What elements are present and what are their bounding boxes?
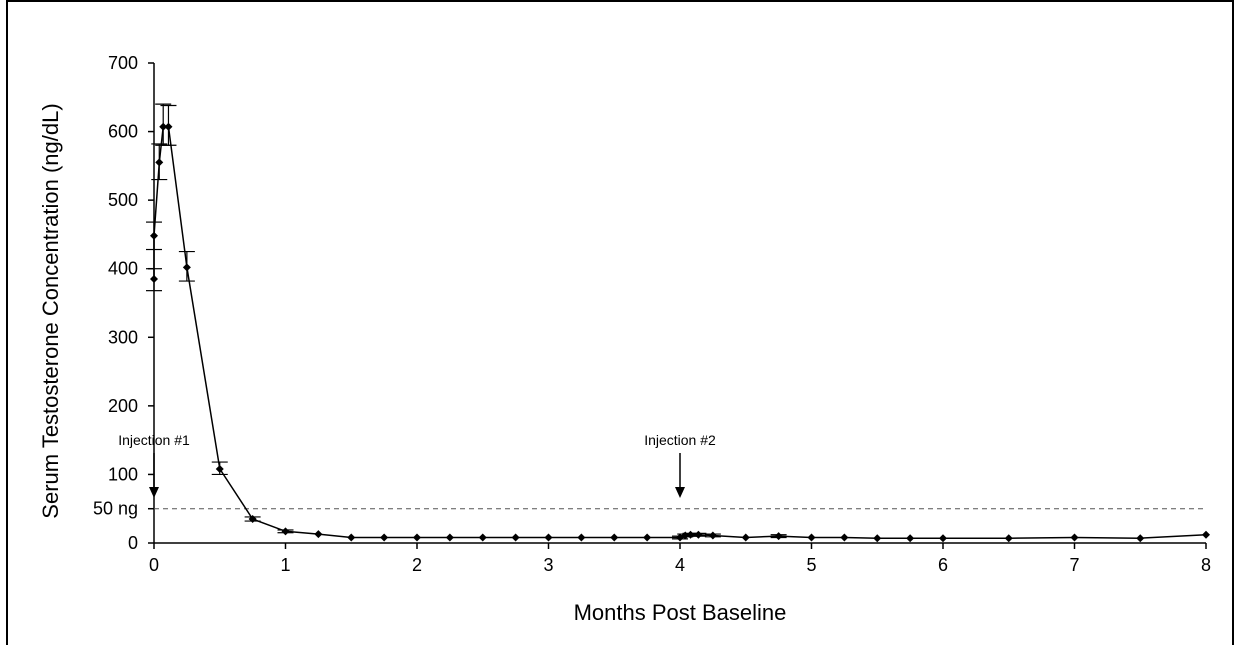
data-point [445,533,454,542]
reference-line-label: 50 ng [93,499,138,519]
x-tick-label: 6 [938,555,948,575]
data-point [314,530,323,539]
data-point [807,533,816,542]
x-tick-label: 0 [149,555,159,575]
injection-label: Injection #2 [644,432,716,448]
data-point [939,534,947,543]
data-point [380,533,389,542]
x-tick-label: 1 [280,555,290,575]
data-point [741,533,750,542]
x-tick-label: 2 [412,555,422,575]
data-point [840,533,849,542]
data-point [478,533,487,542]
data-point [873,534,882,543]
data-point [1004,534,1013,543]
y-tick-label: 700 [108,53,138,73]
data-point [1070,533,1079,542]
data-point [150,231,158,240]
data-point [577,533,586,542]
injection-arrow-head [149,487,159,498]
data-point [708,531,717,540]
y-tick-label: 100 [108,464,138,484]
y-tick-label: 400 [108,259,138,279]
x-tick-label: 8 [1201,555,1211,575]
y-tick-label: 500 [108,190,138,210]
injection-arrow-head [675,487,685,498]
data-point [281,527,290,536]
data-point [610,533,619,542]
data-point [215,464,224,473]
x-tick-label: 4 [675,555,685,575]
data-point [1136,534,1145,543]
x-tick-label: 5 [806,555,816,575]
y-axis-title: Serum Testosterone Concentration (ng/dL) [38,103,63,518]
x-tick-label: 3 [543,555,553,575]
data-point [164,122,173,131]
data-point [413,533,421,542]
data-point [347,533,356,542]
y-tick-label: 300 [108,327,138,347]
data-point [643,533,652,542]
data-point [182,263,191,272]
figure-frame [6,0,1234,645]
data-point [906,534,915,543]
series-group [146,103,1210,543]
axes: 0 100 200 300 400 500 600 700 0 1 2 3 4 5 6 7 8 [108,53,1211,575]
annotations: Injection #1 Injection #2 [118,432,716,498]
data-point [774,532,783,541]
data-point [694,530,703,539]
data-point [150,275,158,283]
y-tick-label: 600 [108,122,138,142]
data-point [155,158,164,167]
y-tick-label: 0 [128,533,138,553]
series-line [153,126,1207,539]
data-point [1202,530,1210,539]
x-axis-title: Months Post Baseline [574,600,787,625]
data-point [248,515,257,523]
injection-label: Injection #1 [118,432,190,448]
y-tick-label: 200 [108,396,138,416]
data-point [511,533,520,542]
x-tick-label: 7 [1069,555,1079,575]
data-point [686,530,695,539]
data-point [544,533,553,542]
data-point [159,122,168,131]
reference-line-group: 50 ng [93,499,1206,519]
